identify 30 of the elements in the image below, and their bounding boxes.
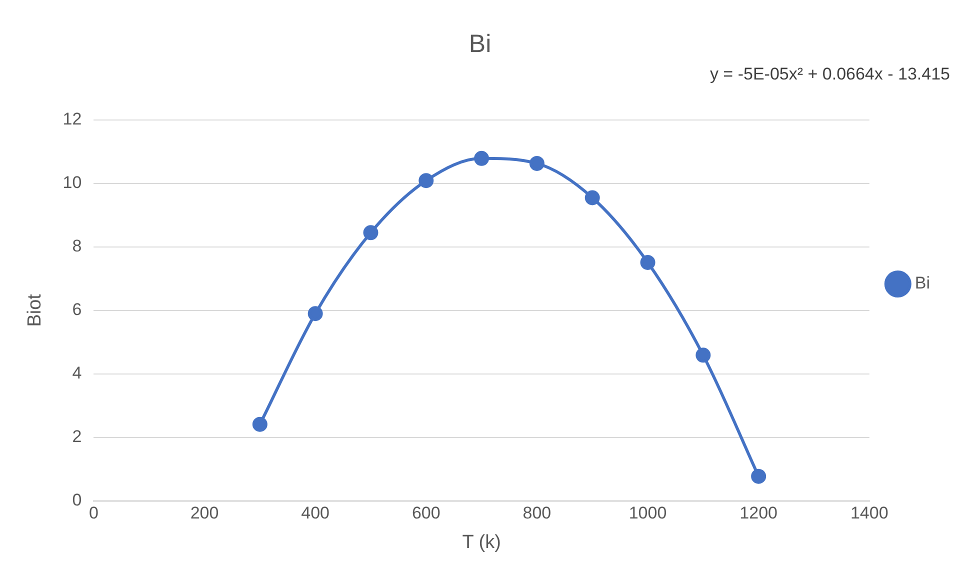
x-tick-label: 1200: [740, 504, 778, 523]
y-tick-label: 10: [62, 173, 82, 192]
point: [529, 156, 544, 171]
chart-title: Bi: [468, 30, 492, 58]
x-tick-label: 0: [88, 504, 98, 523]
point: [474, 150, 490, 166]
point: [308, 306, 323, 322]
legend-label: Bi: [914, 274, 930, 293]
y-axis-title: Biot: [24, 293, 46, 327]
y-tick-label: 4: [72, 364, 82, 383]
x-tick-label: 1000: [628, 504, 667, 523]
x-axis-title: T (k): [462, 532, 501, 553]
point: [252, 416, 268, 432]
point: [418, 173, 434, 188]
point: [640, 254, 656, 270]
y-tick-label: 12: [62, 110, 82, 129]
y-tick-label: 0: [72, 490, 82, 510]
text: y = -5E-05x² + 0.0664x - 13.415: [710, 64, 950, 84]
y-tick-label: 2: [72, 427, 82, 446]
x-tick-label: 1400: [850, 504, 888, 523]
x-tick-label: 400: [301, 504, 330, 523]
point: [696, 348, 711, 363]
point: [363, 225, 378, 240]
point: [751, 468, 766, 484]
point: [584, 190, 600, 206]
x-tick-label: 600: [412, 504, 440, 523]
y-tick-label: 8: [72, 236, 82, 256]
x-tick-label: 800: [522, 504, 552, 523]
x-tick-label: 200: [190, 504, 219, 523]
y-tick-label: 6: [72, 300, 82, 320]
